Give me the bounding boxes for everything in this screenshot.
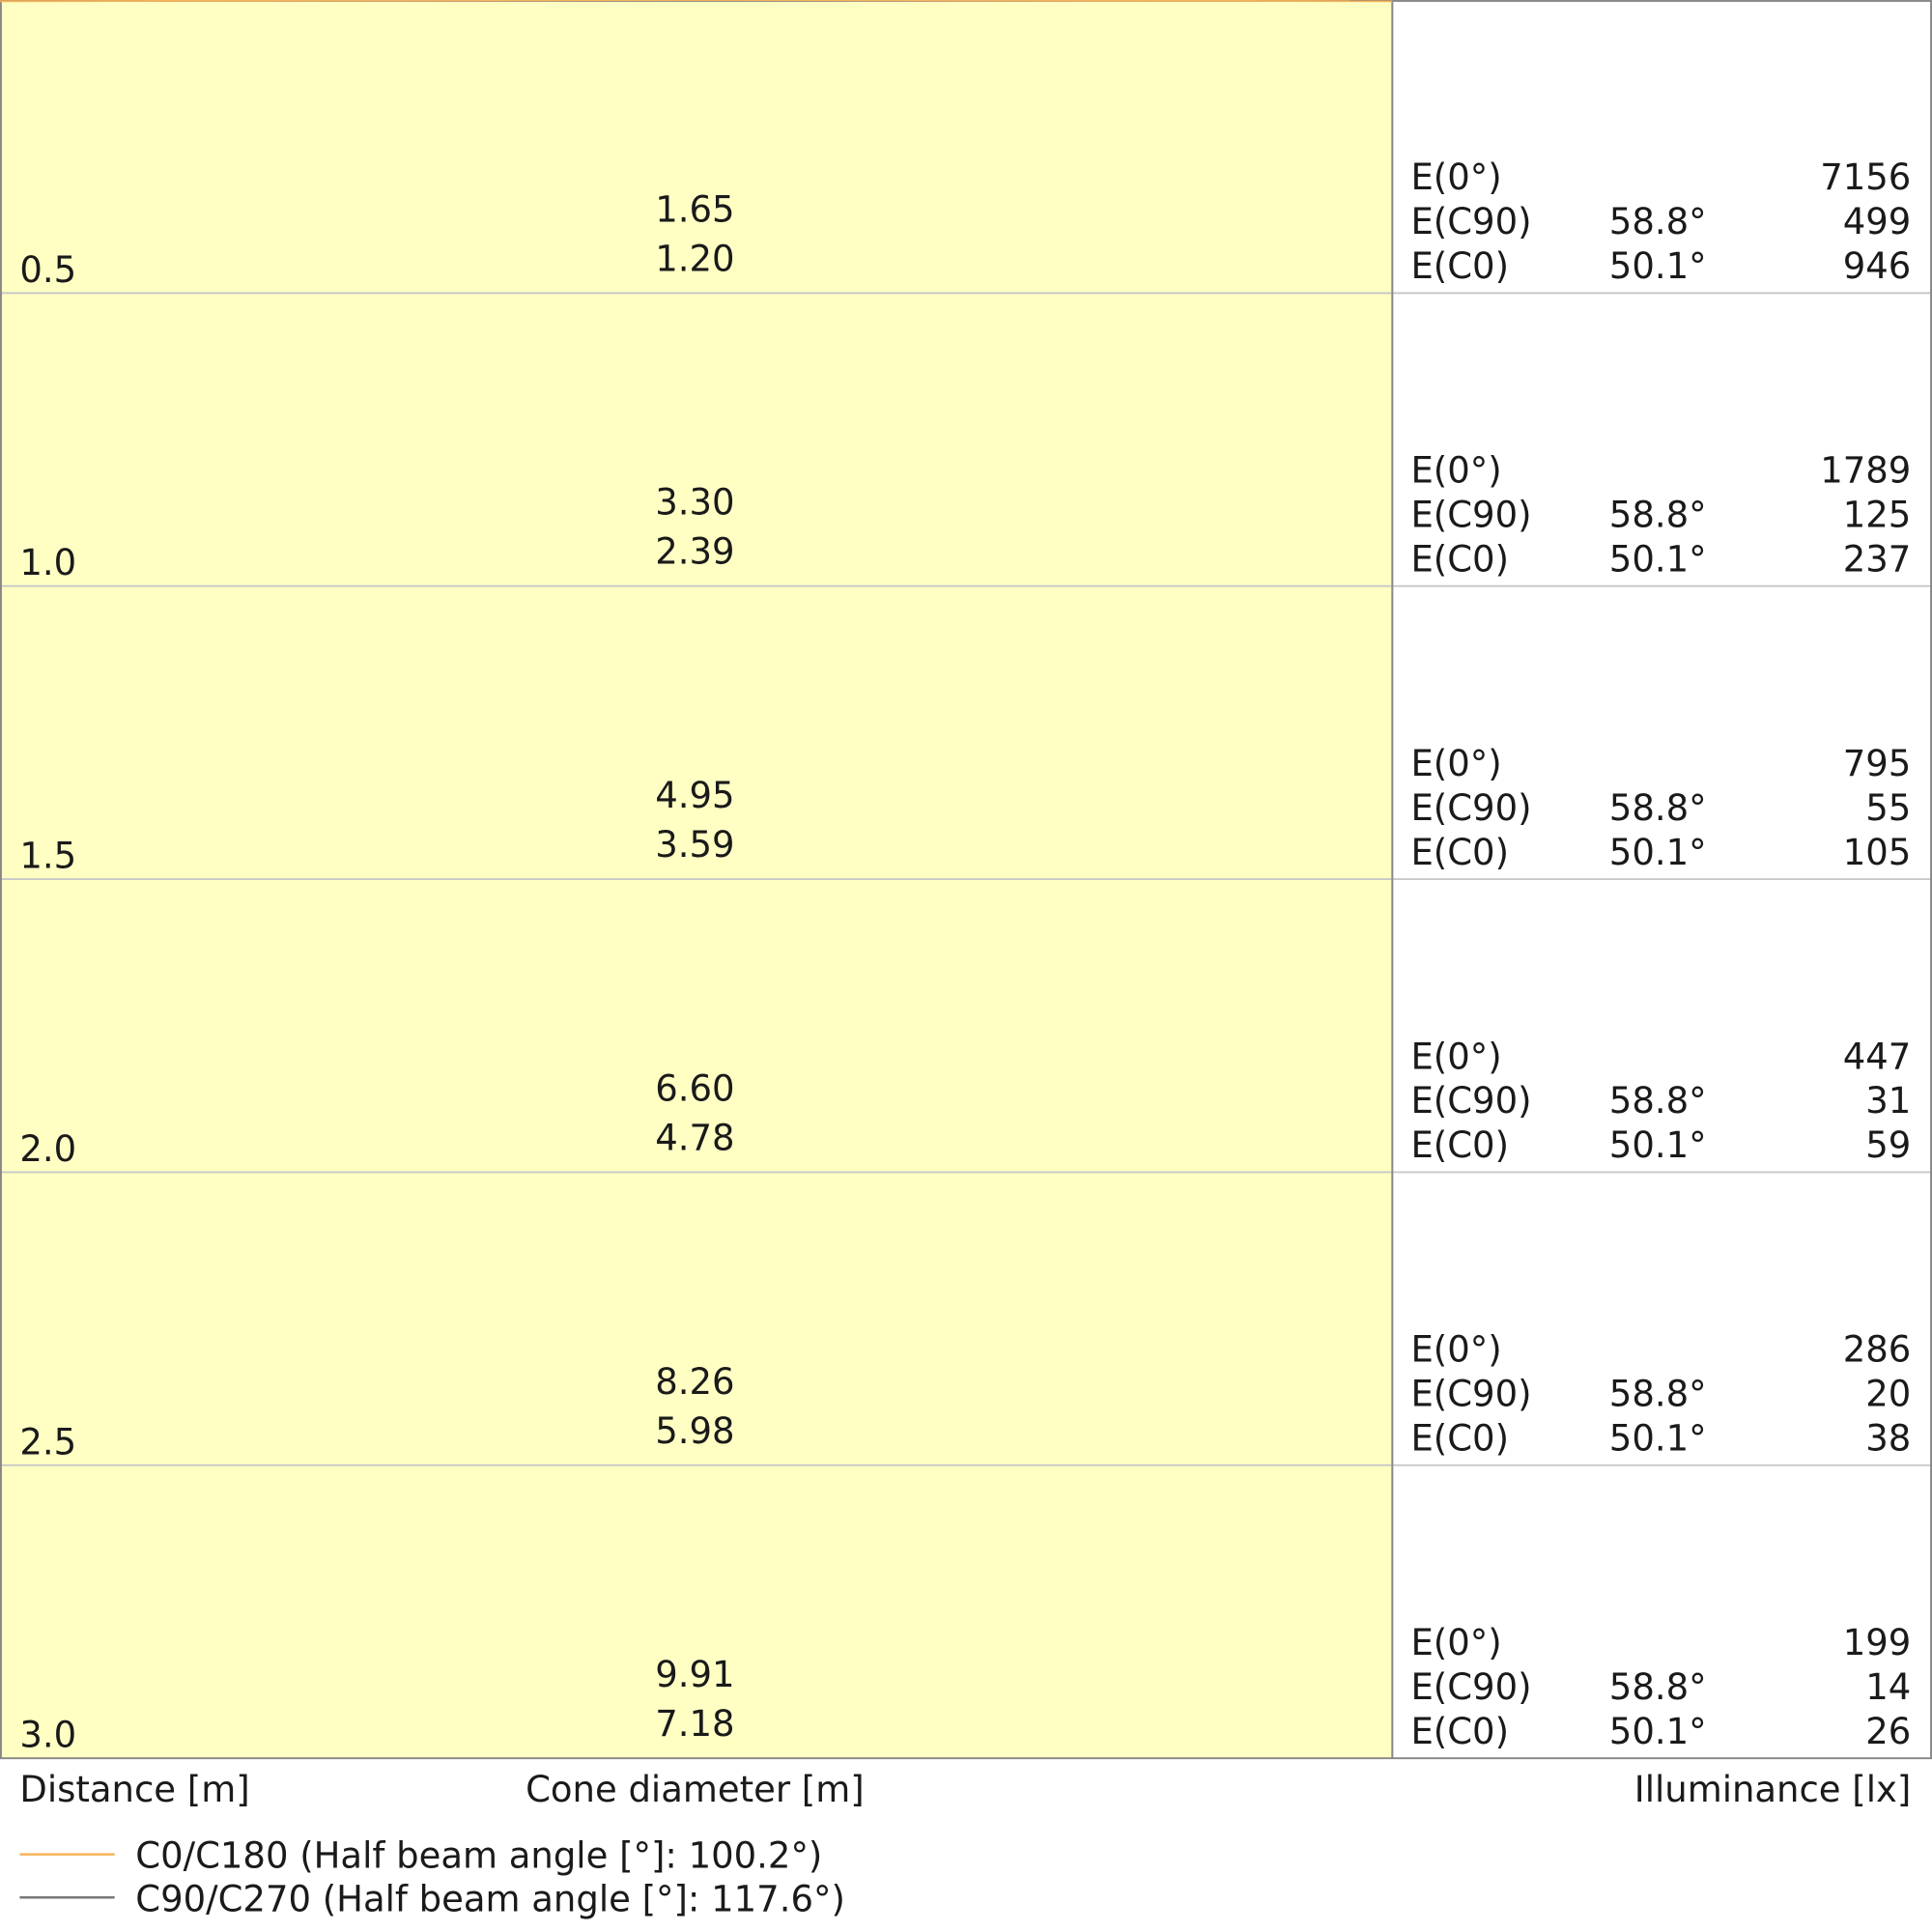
x-axis-label: Cone diameter [m] [526,1769,865,1810]
illuminance-value: 38 [1865,1417,1911,1459]
illuminance-label: E(C0) [1410,538,1509,580]
diameter-label-c90: 9.91 [655,1654,734,1695]
illuminance-label: E(0°) [1410,743,1501,784]
diameter-label-c90: 1.65 [655,188,734,230]
illuminance-value: 795 [1843,743,1912,784]
distance-tick-label: 2.5 [19,1421,76,1463]
illuminance-value: 499 [1843,201,1912,242]
illuminance-angle: 50.1° [1609,538,1707,580]
illuminance-angle: 58.8° [1609,201,1707,242]
illuminance-value: 286 [1843,1329,1912,1371]
diameter-label-c0: 2.39 [655,531,734,573]
diameter-label-c0: 3.59 [655,824,734,866]
illuminance-label: E(C90) [1410,1666,1531,1708]
illuminance-value: 1789 [1820,450,1911,492]
illuminance-label: E(0°) [1410,1622,1501,1663]
illuminance-value: 20 [1865,1374,1911,1415]
diameter-label-c90: 3.30 [655,482,734,524]
illuminance-label: E(C90) [1410,494,1531,535]
table-label: Illuminance [lx] [1634,1769,1912,1810]
distance-tick-label: 1.0 [19,542,76,583]
illuminance-label: E(C90) [1410,787,1531,829]
illuminance-value: 237 [1843,538,1912,580]
illuminance-value: 447 [1843,1036,1912,1077]
illuminance-value: 31 [1865,1080,1911,1122]
illuminance-angle: 50.1° [1609,832,1707,873]
illuminance-label: E(C0) [1410,1711,1509,1752]
illuminance-label: E(C0) [1410,1417,1509,1459]
illuminance-value: 946 [1843,245,1912,287]
distance-tick-label: 3.0 [19,1715,76,1756]
diameter-label-c90: 4.95 [655,775,734,816]
legend-label-c0: C0/C180 (Half beam angle [°]: 100.2°) [135,1835,822,1877]
illuminance-angle: 58.8° [1609,1374,1707,1415]
illuminance-label: E(0°) [1410,1036,1501,1077]
illuminance-angle: 50.1° [1609,1124,1707,1166]
illuminance-value: 125 [1843,494,1912,535]
illuminance-angle: 50.1° [1609,245,1707,287]
illuminance-angle: 50.1° [1609,1417,1707,1459]
y-axis-label: Distance [m] [19,1769,249,1810]
cone-edge-left-0 [0,0,696,3]
diameter-label-c0: 7.18 [655,1703,734,1745]
illuminance-label: E(0°) [1410,1329,1501,1371]
illuminance-angle: 50.1° [1609,1711,1707,1752]
illuminance-angle: 58.8° [1609,494,1707,535]
illuminance-label: E(C90) [1410,1080,1531,1122]
distance-tick-label: 0.5 [19,249,76,291]
legend-label-c90: C90/C270 (Half beam angle [°]: 117.6°) [135,1878,845,1919]
illuminance-label: E(C90) [1410,1374,1531,1415]
illuminance-value: 105 [1843,832,1912,873]
illuminance-angle: 58.8° [1609,1666,1707,1708]
diameter-label-c0: 1.20 [655,238,734,279]
diameter-label-c0: 4.78 [655,1117,734,1158]
illuminance-value: 7156 [1820,156,1911,198]
cone-edge-right-0 [695,0,1393,3]
distance-tick-label: 1.5 [19,836,76,877]
diameter-label-c90: 8.26 [655,1361,734,1403]
illuminance-label: E(C0) [1410,245,1509,287]
diameter-label-c0: 5.98 [655,1410,734,1452]
illuminance-value: 199 [1843,1622,1912,1663]
illuminance-angle: 58.8° [1609,1080,1707,1122]
illuminance-label: E(C90) [1410,201,1531,242]
illuminance-value: 59 [1865,1124,1911,1166]
illuminance-label: E(0°) [1410,450,1501,492]
illuminance-label: E(0°) [1410,156,1501,198]
illuminance-value: 26 [1865,1711,1911,1752]
illuminance-label: E(C0) [1410,1124,1509,1166]
diameter-label-c90: 6.60 [655,1067,734,1109]
illuminance-value: 14 [1865,1666,1911,1708]
distance-tick-label: 2.0 [19,1128,76,1170]
illuminance-label: E(C0) [1410,832,1509,873]
illuminance-angle: 58.8° [1609,787,1707,829]
illuminance-value: 55 [1865,787,1911,829]
